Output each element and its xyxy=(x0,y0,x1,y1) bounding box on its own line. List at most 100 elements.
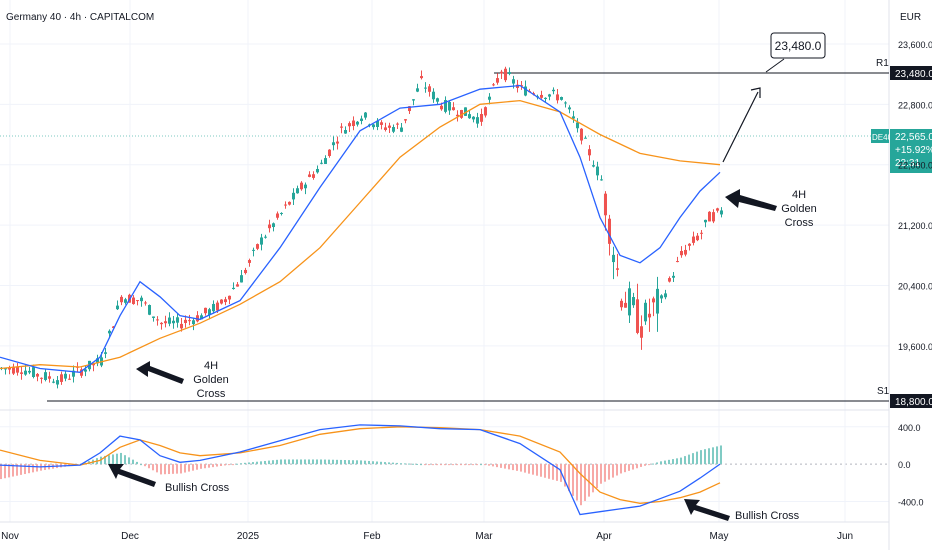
macd-histogram-bar xyxy=(544,464,546,478)
macd-histogram-bar xyxy=(320,459,322,465)
candle-body xyxy=(160,322,163,325)
macd-histogram-bar xyxy=(372,461,374,465)
candle-body xyxy=(28,370,31,373)
candle-body xyxy=(660,295,663,299)
candle-body xyxy=(180,323,183,329)
candle-body xyxy=(132,297,135,305)
macd-histogram-bar xyxy=(552,464,554,480)
macd-histogram-bar xyxy=(508,464,510,470)
candle-body xyxy=(112,326,115,329)
candle-body xyxy=(680,250,683,256)
candle-body xyxy=(544,97,547,99)
price-axis-tick: 22,000.0 xyxy=(898,161,932,171)
macd-histogram-bar xyxy=(196,464,198,470)
candle-body xyxy=(388,125,391,128)
time-axis-tick: May xyxy=(710,531,729,542)
macd-histogram-bar xyxy=(344,460,346,465)
macd-histogram-bar xyxy=(592,464,594,493)
candle-body xyxy=(504,68,507,81)
macd-histogram-bar xyxy=(264,460,266,465)
macd-histogram-bar xyxy=(684,456,686,465)
candle-body xyxy=(188,320,191,322)
candle-body xyxy=(44,372,47,380)
candle-body xyxy=(456,114,459,117)
macd-histogram-bar xyxy=(388,462,390,465)
macd-histogram-bar xyxy=(120,452,122,465)
candle-body xyxy=(484,107,487,116)
candle-body xyxy=(364,112,367,118)
price-axis-tick: 20,400.0 xyxy=(898,281,932,291)
candle-body xyxy=(20,372,23,374)
macd-histogram-bar xyxy=(648,464,650,466)
candle-body xyxy=(208,309,211,315)
candle-body xyxy=(140,297,143,302)
macd-histogram-bar xyxy=(456,464,458,466)
macd-histogram-bar xyxy=(160,464,162,475)
bullish-cross-arrow-left xyxy=(108,464,156,487)
macd-histogram-bar xyxy=(292,459,294,465)
macd-histogram-bar xyxy=(680,457,682,465)
candle-body xyxy=(644,302,647,322)
macd-histogram-bar xyxy=(412,463,414,465)
golden-cross-arrow-right xyxy=(725,189,777,211)
candle-body xyxy=(292,192,295,200)
candle-body xyxy=(448,101,451,111)
candle-body xyxy=(316,168,319,173)
candle-body xyxy=(120,296,123,303)
candle-body xyxy=(464,107,467,116)
candle-body xyxy=(320,162,323,164)
candle-body xyxy=(236,284,239,287)
macd-histogram-bar xyxy=(672,459,674,465)
macd-histogram-bar xyxy=(116,453,118,465)
candle-body xyxy=(288,201,291,205)
candle-body xyxy=(392,127,395,132)
macd-histogram-bar xyxy=(564,464,566,487)
macd-histogram-bar xyxy=(380,461,382,465)
candle-body xyxy=(384,127,387,130)
candle-body xyxy=(572,116,575,119)
macd-histogram-bar xyxy=(188,464,190,472)
macd-histogram-bar xyxy=(516,464,518,471)
macd-histogram-bar xyxy=(352,460,354,465)
macd-histogram-bar xyxy=(340,459,342,465)
macd-histogram-bar xyxy=(548,464,550,479)
macd-histogram-bar xyxy=(368,460,370,465)
macd-histogram-bar xyxy=(636,464,638,469)
candle-body xyxy=(32,367,35,377)
macd-histogram-bar xyxy=(468,464,470,466)
macd-histogram-bar xyxy=(356,460,358,465)
macd-histogram-bar xyxy=(704,449,706,465)
macd-histogram-bar xyxy=(208,464,210,468)
candle-body xyxy=(628,288,631,316)
candle-body xyxy=(492,84,495,86)
candle-body xyxy=(576,122,579,129)
candle-body xyxy=(444,100,447,112)
macd-histogram-bar xyxy=(576,464,578,501)
macd-histogram-bar xyxy=(272,460,274,465)
macd-histogram-bar xyxy=(192,464,194,471)
macd-histogram-bar xyxy=(476,464,478,466)
macd-histogram-bar xyxy=(108,455,110,465)
macd-histogram-bar xyxy=(144,464,146,467)
candle-body xyxy=(40,377,43,379)
candle-body xyxy=(708,211,711,222)
macd-histogram-bar xyxy=(184,464,186,473)
macd-histogram-bar xyxy=(472,464,474,466)
candle-body xyxy=(148,305,151,315)
chart-title: Germany 40 · 4h · CAPITALCOM xyxy=(6,12,154,23)
macd-axis-tick: 0.0 xyxy=(898,460,911,470)
candle-body xyxy=(704,219,707,223)
macd-histogram-bar xyxy=(632,464,634,470)
candle-body xyxy=(412,99,415,101)
candle-body xyxy=(312,174,315,178)
time-axis-tick: Nov xyxy=(1,531,19,542)
candle-body xyxy=(252,249,255,251)
candle-body xyxy=(4,368,7,370)
macd-histogram-bar xyxy=(168,464,170,475)
candle-body xyxy=(284,204,287,206)
macd-histogram-bar xyxy=(0,464,2,480)
price-axis-tick: 23,600.0 xyxy=(898,40,932,50)
macd-histogram-bar xyxy=(136,461,138,465)
candle-body xyxy=(496,78,499,83)
macd-histogram-bar xyxy=(616,464,618,476)
